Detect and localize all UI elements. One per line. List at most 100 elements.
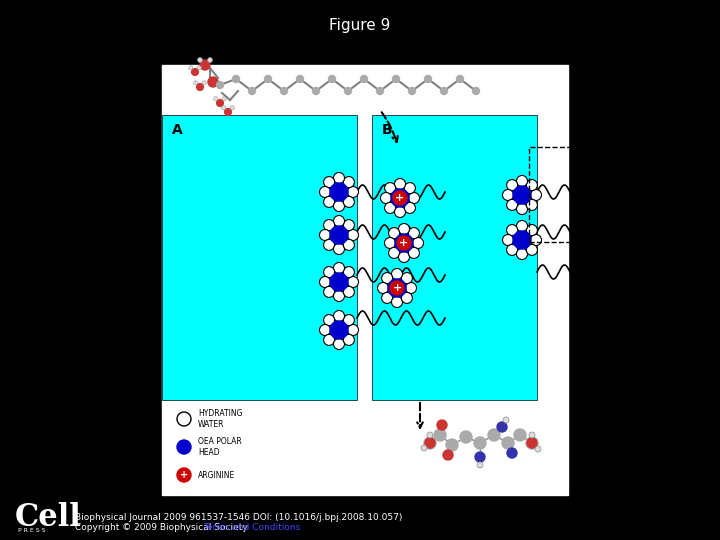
Circle shape xyxy=(507,180,518,191)
Bar xyxy=(529,147,617,242)
Circle shape xyxy=(497,422,507,432)
Circle shape xyxy=(535,446,541,452)
Circle shape xyxy=(333,310,344,321)
Text: B: B xyxy=(382,123,392,137)
Bar xyxy=(372,115,537,400)
Circle shape xyxy=(320,325,330,335)
Circle shape xyxy=(531,190,541,200)
Circle shape xyxy=(330,183,348,201)
Text: +: + xyxy=(180,470,188,480)
Circle shape xyxy=(398,224,410,234)
Circle shape xyxy=(194,80,198,85)
Circle shape xyxy=(507,448,517,458)
Circle shape xyxy=(526,437,538,449)
Circle shape xyxy=(344,87,351,94)
Circle shape xyxy=(425,438,435,448)
Circle shape xyxy=(207,57,212,63)
Circle shape xyxy=(472,87,480,94)
Circle shape xyxy=(397,236,411,250)
Circle shape xyxy=(388,279,406,297)
Circle shape xyxy=(382,292,392,303)
Circle shape xyxy=(323,315,335,326)
Circle shape xyxy=(217,82,223,89)
Circle shape xyxy=(392,76,400,83)
Circle shape xyxy=(330,226,348,244)
Circle shape xyxy=(456,76,464,83)
Circle shape xyxy=(248,87,256,94)
Circle shape xyxy=(330,273,348,291)
Circle shape xyxy=(526,180,537,191)
Circle shape xyxy=(333,262,344,273)
Circle shape xyxy=(395,179,405,190)
Circle shape xyxy=(527,438,537,448)
Circle shape xyxy=(343,286,354,298)
Circle shape xyxy=(202,80,207,85)
Circle shape xyxy=(177,468,191,482)
Circle shape xyxy=(395,234,413,252)
Circle shape xyxy=(320,276,330,287)
Circle shape xyxy=(460,431,472,443)
Text: Biophysical Journal 2009 961537-1546 DOI: (10.1016/j.bpj.2008.10.057): Biophysical Journal 2009 961537-1546 DOI… xyxy=(75,514,402,523)
Circle shape xyxy=(441,87,448,94)
Circle shape xyxy=(507,199,518,211)
Circle shape xyxy=(503,417,509,423)
Circle shape xyxy=(390,281,404,295)
Circle shape xyxy=(177,440,191,454)
Circle shape xyxy=(197,66,202,70)
Circle shape xyxy=(197,84,204,90)
Circle shape xyxy=(392,268,402,280)
Circle shape xyxy=(192,69,199,76)
Circle shape xyxy=(343,315,354,326)
Circle shape xyxy=(437,420,447,430)
Circle shape xyxy=(477,462,483,468)
Circle shape xyxy=(434,429,446,441)
Circle shape xyxy=(333,339,344,349)
Circle shape xyxy=(513,231,531,249)
Circle shape xyxy=(413,238,423,248)
Circle shape xyxy=(343,239,354,251)
Circle shape xyxy=(333,215,344,226)
Circle shape xyxy=(389,227,400,239)
Text: OEA POLAR
HEAD: OEA POLAR HEAD xyxy=(198,437,242,457)
Circle shape xyxy=(333,244,344,254)
Circle shape xyxy=(200,60,210,70)
Circle shape xyxy=(323,177,335,187)
Circle shape xyxy=(343,177,354,187)
Text: +: + xyxy=(400,238,409,248)
Circle shape xyxy=(408,247,419,259)
Circle shape xyxy=(446,439,458,451)
Circle shape xyxy=(343,197,354,207)
Circle shape xyxy=(421,445,427,451)
Circle shape xyxy=(230,106,234,110)
Circle shape xyxy=(330,321,348,339)
Circle shape xyxy=(320,186,330,198)
Circle shape xyxy=(488,429,500,441)
Circle shape xyxy=(233,76,240,83)
Circle shape xyxy=(312,87,320,94)
Circle shape xyxy=(405,202,415,213)
Circle shape xyxy=(225,109,231,116)
Circle shape xyxy=(474,437,486,449)
Circle shape xyxy=(516,204,528,214)
Circle shape xyxy=(392,296,402,307)
Circle shape xyxy=(405,183,415,194)
Circle shape xyxy=(348,186,359,198)
Text: HYDRATING
WATER: HYDRATING WATER xyxy=(198,409,243,429)
Circle shape xyxy=(516,248,528,260)
Text: Cell: Cell xyxy=(15,503,82,534)
Circle shape xyxy=(343,334,354,346)
Circle shape xyxy=(391,189,409,207)
Circle shape xyxy=(214,97,218,101)
Text: +: + xyxy=(395,193,405,203)
Circle shape xyxy=(281,87,287,94)
Circle shape xyxy=(323,286,335,298)
Circle shape xyxy=(405,282,416,294)
Text: Copyright © 2009 Biophysical Society: Copyright © 2009 Biophysical Society xyxy=(75,523,253,532)
Circle shape xyxy=(222,106,226,110)
Text: +: + xyxy=(392,283,402,293)
Circle shape xyxy=(323,220,335,231)
Circle shape xyxy=(514,429,526,441)
Circle shape xyxy=(408,227,419,239)
Circle shape xyxy=(408,192,420,204)
Circle shape xyxy=(427,432,433,438)
